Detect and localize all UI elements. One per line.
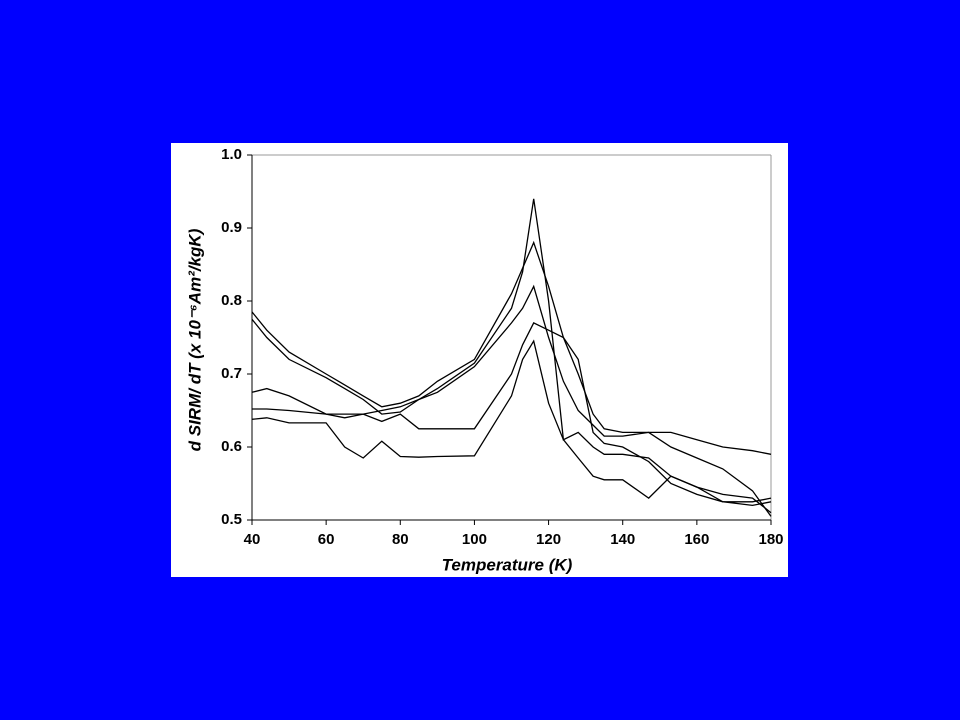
x-tick-label: 40 <box>244 531 261 548</box>
y-tick-label: 0.8 <box>221 292 242 309</box>
y-tick-label: 0.9 <box>221 219 242 236</box>
y-tick-label: 0.5 <box>221 511 242 528</box>
y-tick-label: 0.7 <box>221 365 242 382</box>
y-tick-label: 1.0 <box>221 146 242 163</box>
x-tick-label: 140 <box>610 531 635 548</box>
data-line <box>251 198 772 514</box>
data-line <box>251 240 772 455</box>
data-line <box>251 339 772 507</box>
x-tick-label: 160 <box>684 531 709 548</box>
y-tick-label: 0.6 <box>221 438 242 455</box>
x-tick-label: 100 <box>462 531 487 548</box>
x-tick-label: 120 <box>536 531 561 548</box>
data-line <box>251 284 772 517</box>
x-tick-label: 60 <box>318 531 335 548</box>
x-axis-label: Temperature (K) <box>442 555 573 574</box>
x-tick-label: 80 <box>392 531 409 548</box>
x-tick-label: 180 <box>758 531 783 548</box>
y-axis-label: d SIRM/ dT (x 10⁻⁶Am²/kgK) <box>185 228 204 451</box>
